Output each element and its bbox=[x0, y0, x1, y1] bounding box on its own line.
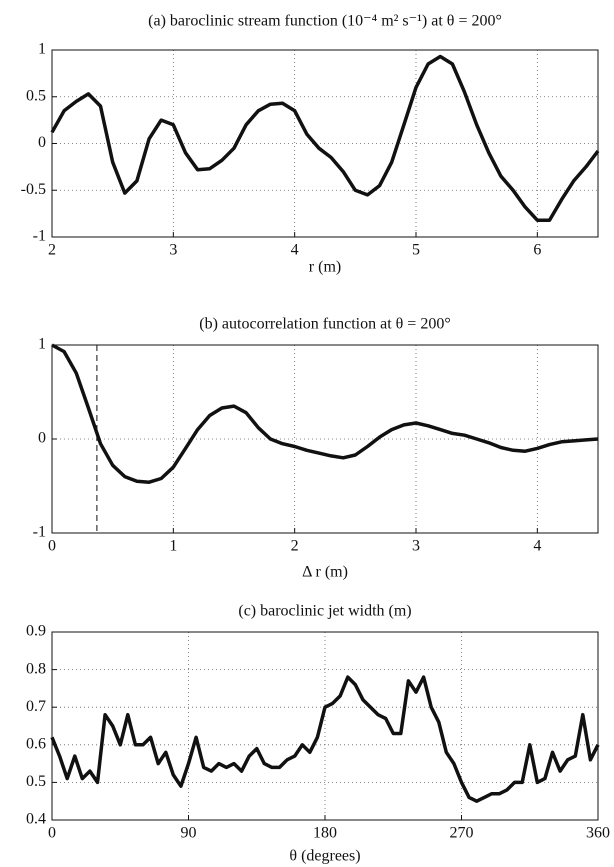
x-tick-label: 360 bbox=[586, 825, 610, 842]
data-line bbox=[51, 343, 599, 484]
x-tick-label: 180 bbox=[313, 825, 337, 842]
data-line bbox=[50, 675, 600, 803]
y-tick-label: 0.6 bbox=[26, 735, 46, 752]
y-tick-label: 0.8 bbox=[26, 660, 46, 677]
y-tick-label: 0.7 bbox=[26, 698, 46, 715]
y-tick-label: -1 bbox=[33, 524, 46, 541]
chart-title: (c) baroclinic jet width (m) bbox=[238, 603, 411, 620]
axes-frame bbox=[51, 631, 599, 821]
x-tick-label: 3 bbox=[169, 242, 177, 259]
y-tick-label: 0.5 bbox=[26, 87, 46, 104]
x-tick-label: 5 bbox=[412, 242, 420, 259]
chart-title: (b) autocorrelation function at θ = 200° bbox=[199, 316, 450, 333]
x-tick-label: 0 bbox=[48, 825, 56, 842]
x-tick-label: 4 bbox=[533, 538, 541, 555]
y-tick-label: 1 bbox=[38, 336, 46, 353]
x-axis-label: θ (degrees) bbox=[289, 848, 360, 865]
x-tick-label: 4 bbox=[291, 242, 299, 259]
x-axis-label: Δ r (m) bbox=[302, 564, 348, 581]
x-tick-label: 6 bbox=[533, 242, 541, 259]
x-tick-label: 2 bbox=[48, 242, 56, 259]
chart-title: (a) baroclinic stream function (10⁻⁴ m² … bbox=[148, 13, 502, 30]
y-tick-label: 0.4 bbox=[26, 811, 46, 828]
axes-frame bbox=[51, 49, 599, 238]
y-tick-label: -1 bbox=[33, 228, 46, 245]
x-tick-label: 1 bbox=[169, 538, 177, 555]
x-tick-label: 90 bbox=[181, 825, 197, 842]
y-tick-label: 1 bbox=[38, 41, 46, 58]
y-tick-label: -0.5 bbox=[21, 181, 46, 198]
data-line bbox=[50, 54, 600, 222]
x-tick-label: 0 bbox=[48, 538, 56, 555]
x-axis-label: r (m) bbox=[309, 259, 341, 276]
x-tick-label: 270 bbox=[450, 825, 474, 842]
y-tick-label: 0 bbox=[38, 134, 46, 151]
x-tick-label: 2 bbox=[291, 538, 299, 555]
y-tick-label: 0 bbox=[38, 430, 46, 447]
axes-frame bbox=[51, 344, 599, 534]
y-tick-label: 0.9 bbox=[26, 623, 46, 640]
x-tick-label: 3 bbox=[412, 538, 420, 555]
y-tick-label: 0.5 bbox=[26, 773, 46, 790]
